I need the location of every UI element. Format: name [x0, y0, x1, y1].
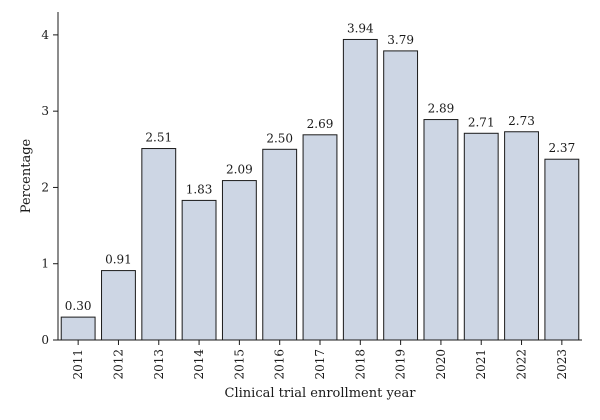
bar — [504, 131, 539, 341]
bar — [141, 148, 177, 341]
y-tick-label: 1 — [41, 257, 49, 271]
x-tick-label: 2018 — [353, 349, 367, 380]
bar-value-label: 1.83 — [186, 182, 213, 196]
bar — [101, 270, 136, 341]
x-tick-label: 2023 — [555, 349, 569, 380]
x-tick-label: 2020 — [434, 349, 448, 380]
bar — [302, 134, 338, 341]
bar — [463, 132, 499, 341]
x-tick-label: 2019 — [394, 349, 408, 380]
bar-value-label: 0.30 — [65, 299, 92, 313]
x-tick-label: 2022 — [515, 349, 529, 380]
bar-value-label: 3.79 — [387, 33, 414, 47]
y-tick-label: 0 — [41, 333, 49, 347]
bar-value-label: 0.91 — [105, 253, 132, 267]
x-axis-title: Clinical trial enrollment year — [225, 386, 417, 401]
bar-value-label: 2.69 — [307, 117, 334, 131]
bar-value-label: 2.09 — [226, 163, 253, 177]
bar-value-label: 2.89 — [428, 102, 455, 116]
bar — [181, 199, 217, 341]
bar-value-label: 2.50 — [266, 131, 293, 145]
bar-value-label: 3.94 — [347, 21, 374, 35]
x-tick-label: 2015 — [232, 349, 246, 380]
x-tick-label: 2012 — [111, 349, 125, 380]
bar-value-label: 2.73 — [508, 114, 535, 128]
bar — [221, 180, 257, 341]
bar — [262, 148, 298, 341]
bar-value-label: 2.71 — [468, 115, 495, 129]
plot-area: 0 1 2 3 4 0.30 2011 0.91 2012 2.51 2013 1.83 2014 2.0… — [41, 12, 582, 380]
y-axis-title: Percentage — [19, 138, 34, 213]
bar — [544, 158, 580, 341]
y-tick-label: 2 — [41, 180, 49, 194]
x-tick-label: 2014 — [192, 349, 206, 380]
bar — [60, 316, 96, 341]
x-tick-label: 2013 — [152, 349, 166, 380]
bar — [342, 38, 378, 341]
x-tick-label: 2016 — [273, 349, 287, 380]
bar-value-label: 2.37 — [548, 141, 575, 155]
bar — [383, 50, 419, 341]
x-tick-label: 2017 — [313, 349, 327, 380]
x-tick-label: 2011 — [71, 349, 85, 380]
y-tick-label: 3 — [41, 104, 49, 118]
y-tick-label: 4 — [41, 28, 49, 42]
x-tick-label: 2021 — [474, 349, 488, 380]
bar — [423, 119, 459, 341]
bar-value-label: 2.51 — [145, 131, 172, 145]
